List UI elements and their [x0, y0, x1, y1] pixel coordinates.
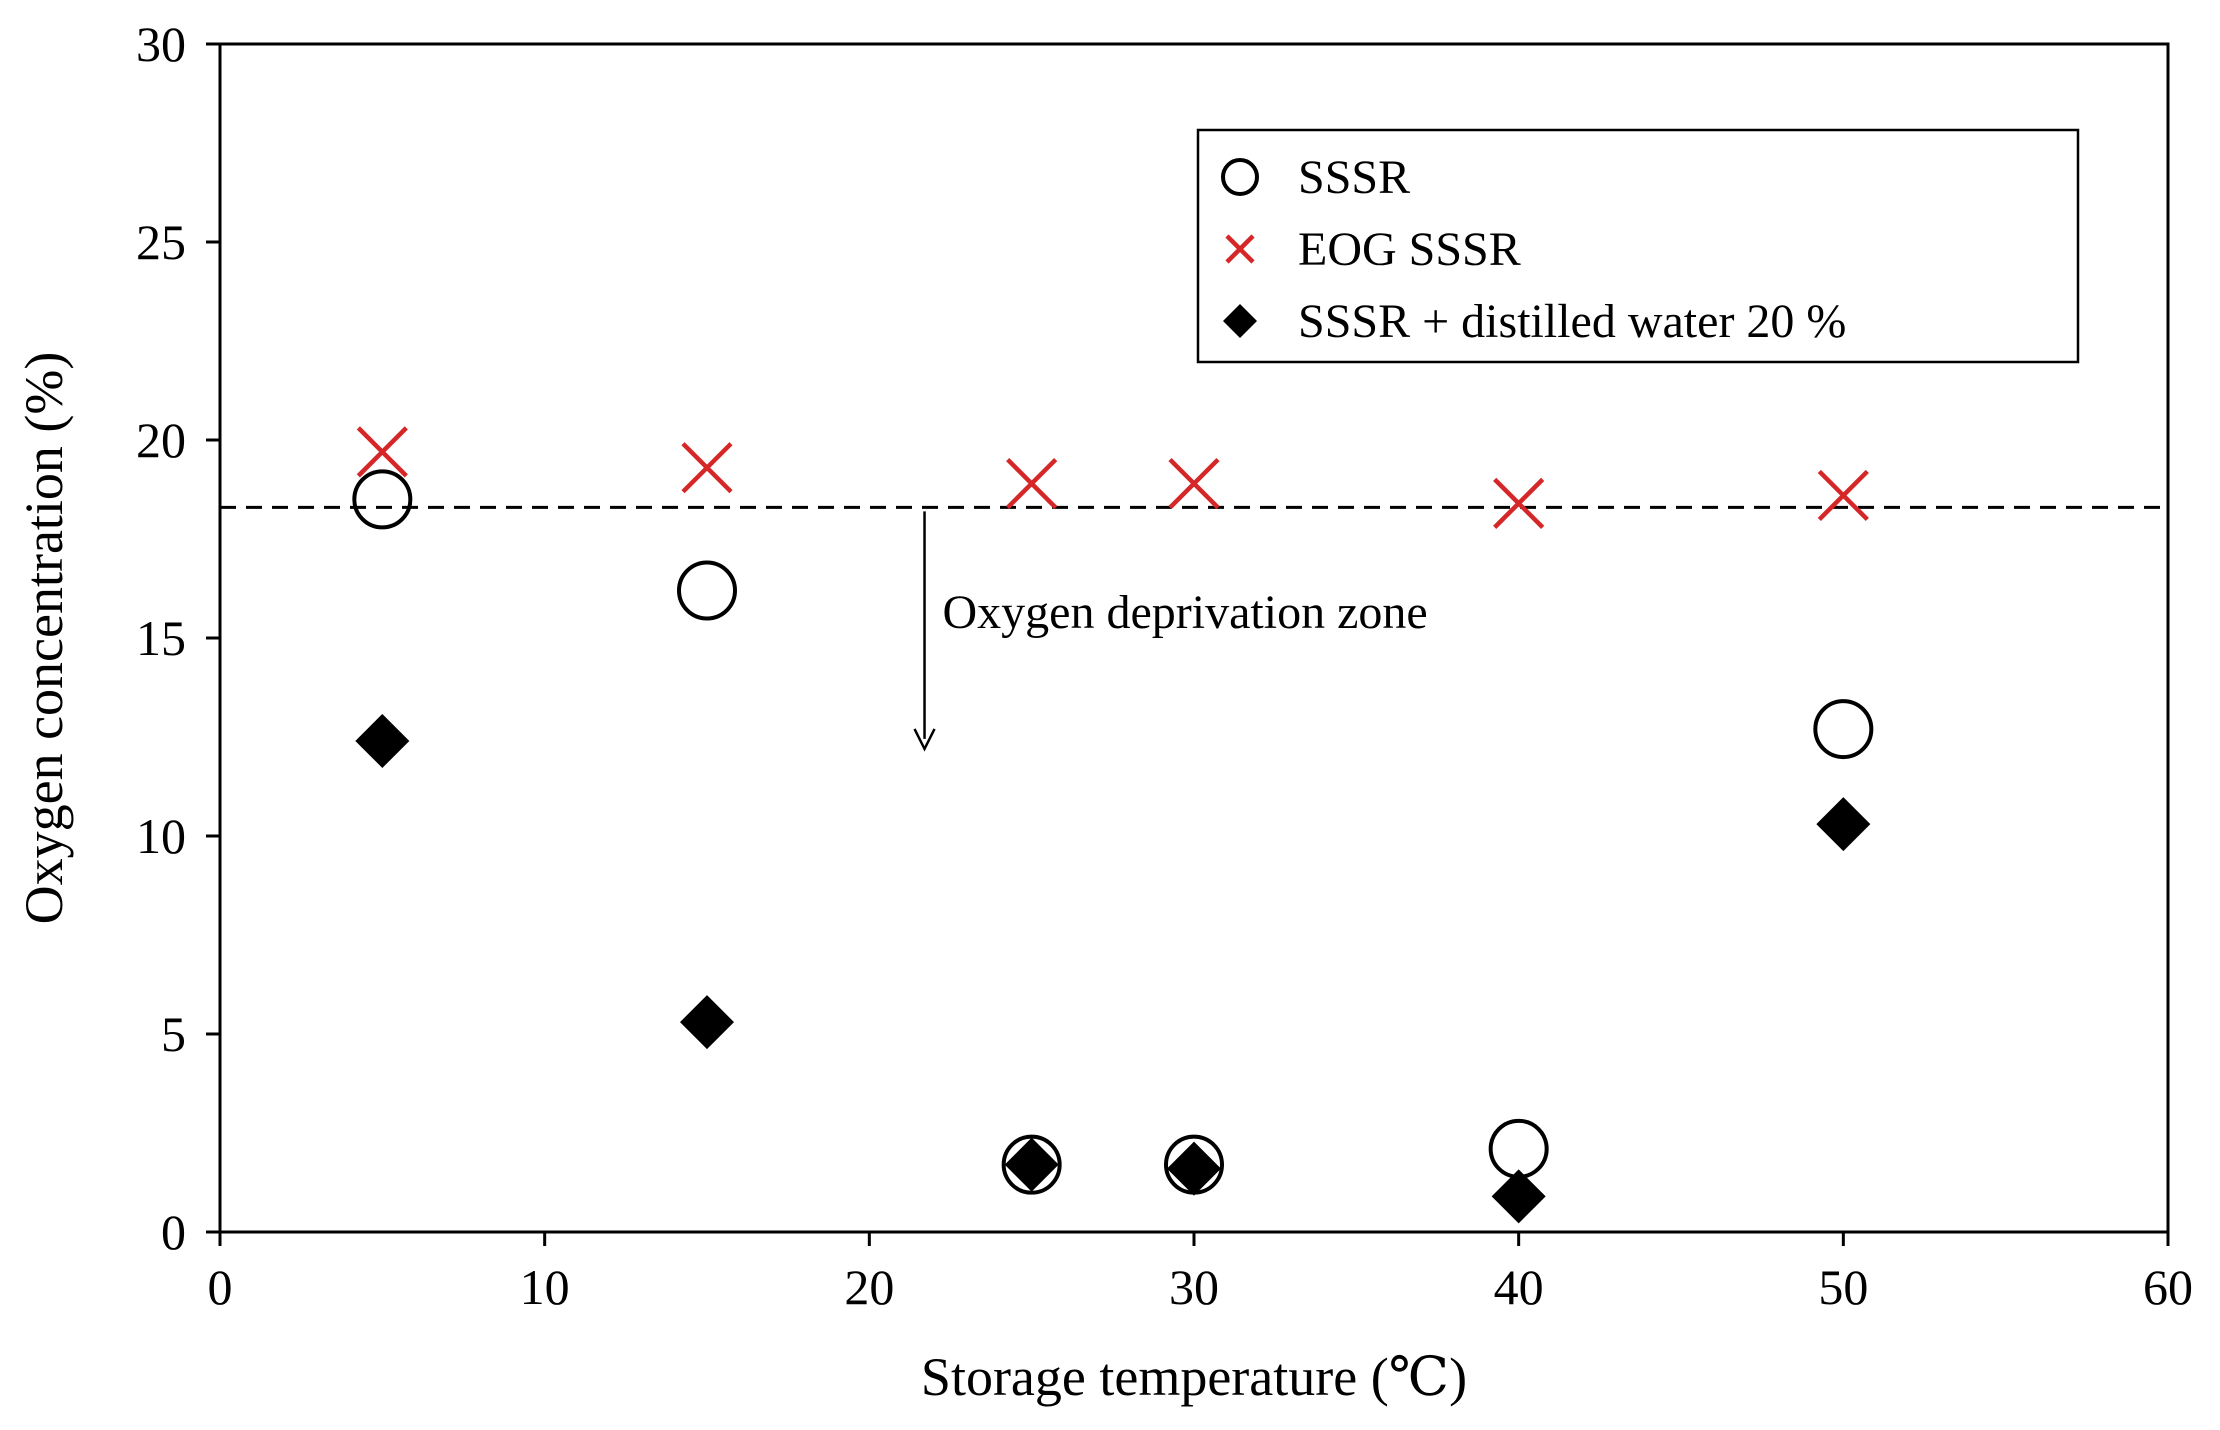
data-point — [1816, 797, 1871, 852]
legend-box — [1196, 128, 2080, 364]
data-point — [1488, 1118, 1549, 1179]
x-tick-label: 50 — [1818, 1259, 1868, 1315]
x-tick-label: 30 — [1169, 1259, 1219, 1315]
legend: SSSR EOG SSSR SSSR + distilled water 20 % — [1196, 128, 2080, 364]
data-point — [1493, 477, 1545, 529]
x-tick-label: 0 — [208, 1259, 233, 1315]
data-point — [677, 560, 737, 621]
data-point — [356, 426, 408, 478]
data-point — [680, 995, 734, 1050]
data-point — [1168, 457, 1220, 510]
legend-marker — [1221, 158, 1259, 196]
data-point — [355, 713, 410, 768]
data-point — [352, 469, 413, 530]
data-point — [1491, 1169, 1546, 1224]
y-tick-label: 10 — [136, 808, 186, 864]
x-axis-title: Storage temperature (℃) — [921, 1347, 1467, 1407]
legend-label: SSSR — [1298, 151, 1410, 204]
annotation-arrow-head — [913, 728, 936, 752]
axis-ticks: 0 10 20 30 40 50 60 0 5 10 15 20 25 30 — [136, 16, 2193, 1315]
data-point — [1006, 457, 1058, 510]
legend-marker — [1225, 234, 1255, 264]
annotation-layer: Oxygen deprivation zone — [913, 511, 1428, 752]
legend-label: EOG SSSR — [1298, 223, 1521, 276]
y-tick-label: 15 — [136, 610, 186, 666]
legend-marker — [1223, 304, 1257, 338]
x-tick-label: 10 — [520, 1259, 570, 1315]
y-axis-title: Oxygen concentration (%) — [14, 352, 74, 925]
data-point — [1813, 699, 1874, 760]
x-tick-label: 40 — [1494, 1259, 1544, 1315]
data-point — [1817, 469, 1869, 522]
data-point — [1001, 1134, 1062, 1195]
y-tick-label: 20 — [136, 412, 186, 468]
y-tick-label: 25 — [136, 214, 186, 270]
x-tick-label: 60 — [2143, 1259, 2193, 1315]
data-points — [352, 426, 1874, 1224]
legend-label: SSSR + distilled water 20 % — [1298, 295, 1846, 348]
y-tick-label: 0 — [161, 1204, 186, 1260]
data-point — [1164, 1134, 1224, 1195]
data-point — [1167, 1141, 1221, 1196]
data-point — [681, 442, 733, 494]
y-tick-label: 5 — [161, 1006, 186, 1062]
y-tick-label: 30 — [136, 16, 186, 72]
data-point — [1004, 1137, 1059, 1192]
x-tick-label: 20 — [844, 1259, 894, 1315]
annotation-label: Oxygen deprivation zone — [943, 586, 1428, 639]
